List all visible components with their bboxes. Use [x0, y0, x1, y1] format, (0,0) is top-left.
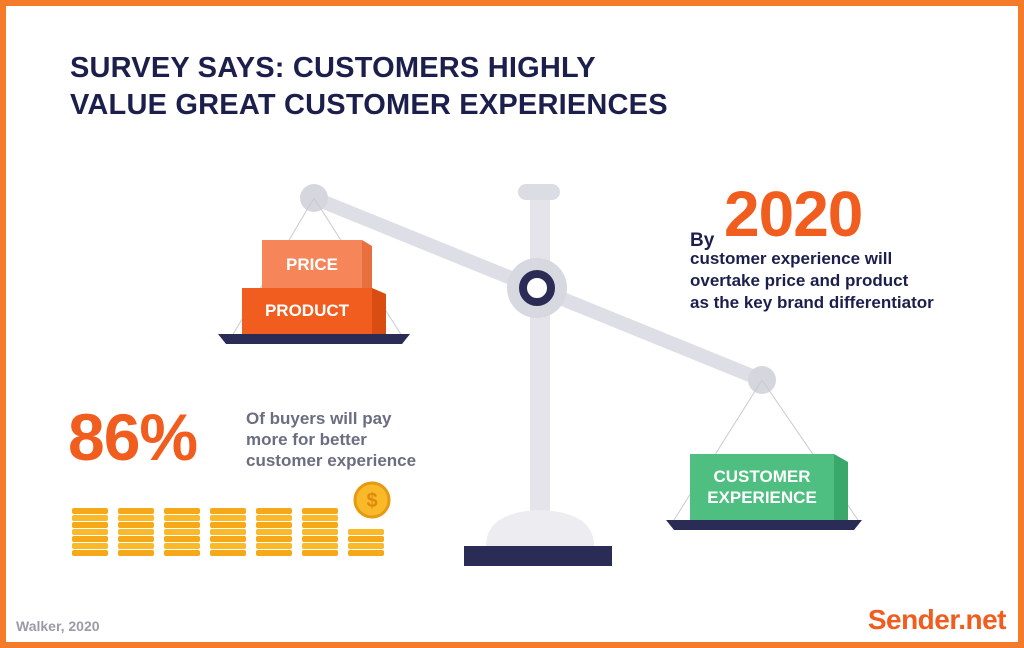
coin [256, 508, 292, 514]
scale-top-cap [518, 184, 560, 200]
dollar-coin-icon [353, 481, 391, 519]
coin [302, 529, 338, 535]
coin [118, 529, 154, 535]
customer-experience-box [690, 454, 834, 520]
stat-2020-line-3: as the key brand differentiator [690, 293, 934, 312]
coin-stacks [72, 508, 384, 556]
product-label: PRODUCT [264, 301, 350, 320]
coin [256, 543, 292, 549]
right-pan [666, 520, 862, 530]
coin [118, 508, 154, 514]
source-citation: Walker, 2020 [16, 618, 100, 634]
coin [164, 536, 200, 542]
coin [210, 522, 246, 528]
stat-2020-line-2: overtake price and product [690, 271, 909, 290]
coin [164, 508, 200, 514]
coin [72, 543, 108, 549]
right-string-a [673, 379, 763, 521]
title-line-2: VALUE GREAT CUSTOMER EXPERIENCES [70, 89, 668, 121]
scale-pillar [530, 194, 550, 534]
coin [72, 508, 108, 514]
coin [210, 515, 246, 521]
stat-86-line-1: Of buyers will pay [246, 409, 392, 428]
left-pan [218, 334, 410, 344]
dollar-coin-symbol: $ [366, 490, 377, 512]
scale-pivot-inner [519, 270, 555, 306]
stat-2020-description: customer experience will overtake price … [690, 248, 980, 314]
coin [164, 529, 200, 535]
scale-base-plate [464, 546, 612, 566]
coin [348, 529, 384, 535]
brand-logo: Sender.net [867, 604, 1007, 635]
coin [348, 543, 384, 549]
coin [118, 536, 154, 542]
coin [348, 536, 384, 542]
customer-experience-label: CUSTOMER EXPERIENCE [690, 466, 834, 508]
infographic-frame: SURVEY SAYS: CUSTOMERS HIGHLY VALUE GREA… [6, 6, 1018, 642]
stat-2020-line-1: customer experience will [690, 249, 893, 268]
coin [72, 522, 108, 528]
stat-2020-year: 2020 [724, 178, 863, 250]
coin [256, 550, 292, 556]
customer-experience-box-side [834, 454, 848, 526]
coin [302, 543, 338, 549]
coin [302, 515, 338, 521]
coin [72, 536, 108, 542]
coin [72, 550, 108, 556]
product-box-side [372, 288, 386, 340]
price-box [262, 240, 362, 288]
coin [302, 522, 338, 528]
coin [72, 515, 108, 521]
coin [164, 550, 200, 556]
stat-86-line-2: more for better [246, 430, 367, 449]
stat-86-description: Of buyers will pay more for better custo… [246, 408, 456, 471]
coin [164, 543, 200, 549]
coin [118, 522, 154, 528]
coin [256, 522, 292, 528]
coin [164, 522, 200, 528]
product-box [242, 288, 372, 334]
coin [164, 515, 200, 521]
coin [118, 543, 154, 549]
coin [302, 550, 338, 556]
price-box-side [362, 240, 372, 294]
stat-86-line-3: customer experience [246, 451, 417, 470]
coin [210, 550, 246, 556]
stat-86-value: 86% [68, 400, 198, 474]
coin [210, 508, 246, 514]
coin [256, 536, 292, 542]
cx-label-line-1: CUSTOMER [713, 467, 811, 486]
page-title: SURVEY SAYS: CUSTOMERS HIGHLY VALUE GREA… [70, 50, 770, 124]
balance-scale-illustration: $ [72, 184, 862, 566]
coin [118, 550, 154, 556]
coin [118, 515, 154, 521]
coin [348, 550, 384, 556]
coin [256, 529, 292, 535]
title-line-1: SURVEY SAYS: CUSTOMERS HIGHLY [70, 52, 596, 84]
coin [210, 536, 246, 542]
coin [72, 529, 108, 535]
price-label: PRICE [286, 255, 338, 274]
coin [210, 529, 246, 535]
coin [210, 543, 246, 549]
coin [302, 508, 338, 514]
stat-2020-prefix: By [690, 230, 715, 251]
coin [256, 515, 292, 521]
scale-base-dome [486, 510, 594, 546]
cx-label-line-2: EXPERIENCE [707, 488, 817, 507]
coin [302, 536, 338, 542]
